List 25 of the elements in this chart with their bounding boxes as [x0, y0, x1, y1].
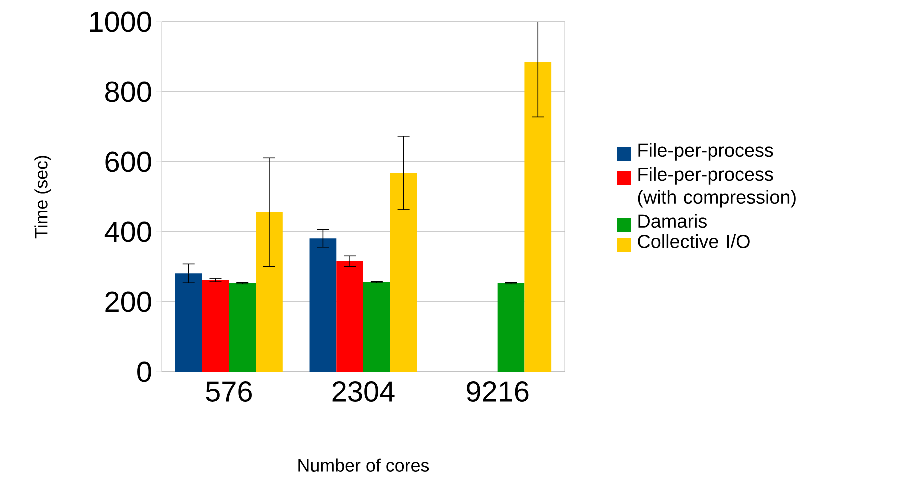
bar [524, 62, 552, 372]
bar [229, 283, 256, 372]
y-tick-label: 800 [106, 82, 152, 102]
legend-label: File-per-process (with compression) [638, 167, 796, 208]
y-tick-label: 1000 [90, 12, 152, 32]
x-tick-label: 9216 [467, 382, 529, 402]
bar [310, 238, 337, 372]
bar [390, 173, 418, 372]
legend-label: File-per-process [638, 143, 774, 161]
y-axis-title: Time (sec) [34, 156, 52, 239]
y-tick-label: 200 [106, 292, 152, 312]
bar [498, 283, 525, 372]
x-tick-label: 2304 [332, 382, 395, 402]
bar [364, 282, 390, 372]
legend-label: Collective I/O [638, 234, 750, 248]
x-axis-title: Number of cores [298, 458, 430, 472]
y-tick-label: 600 [106, 152, 152, 172]
legend-label: Damaris [638, 214, 707, 228]
bar [256, 212, 283, 372]
y-tick-label: 400 [104, 222, 152, 242]
y-tick-label: 0 [138, 362, 152, 382]
bar [336, 261, 364, 372]
bar [202, 280, 230, 372]
x-tick-label: 576 [206, 382, 252, 402]
bar [175, 274, 202, 372]
